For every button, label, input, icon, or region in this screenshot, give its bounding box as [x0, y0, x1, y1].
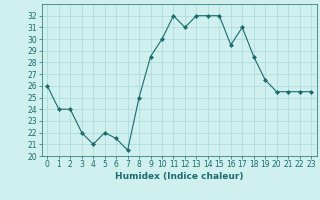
- X-axis label: Humidex (Indice chaleur): Humidex (Indice chaleur): [115, 172, 244, 181]
